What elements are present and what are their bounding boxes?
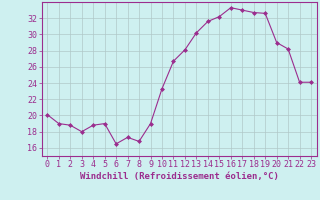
X-axis label: Windchill (Refroidissement éolien,°C): Windchill (Refroidissement éolien,°C) (80, 172, 279, 181)
